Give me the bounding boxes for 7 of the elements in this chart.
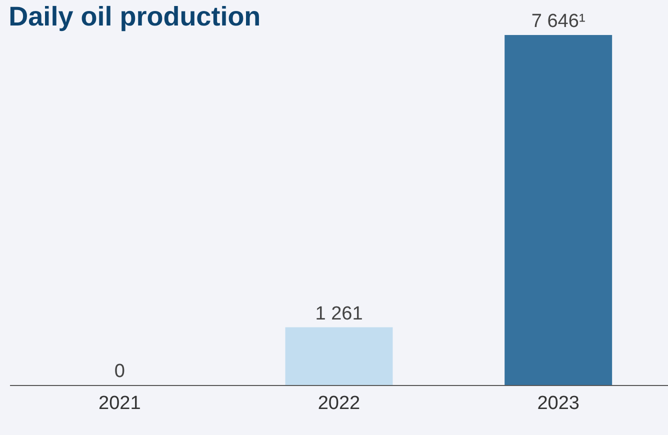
x-tick-label: 2023 [537,392,580,414]
data-label: 0 [114,361,125,382]
data-label: 7 646¹ [531,11,586,32]
chart-title: Daily oil production [8,1,261,32]
x-tick-label: 2022 [318,392,360,414]
x-tick-label: 2021 [98,392,141,414]
data-label: 1 261 [315,303,363,324]
